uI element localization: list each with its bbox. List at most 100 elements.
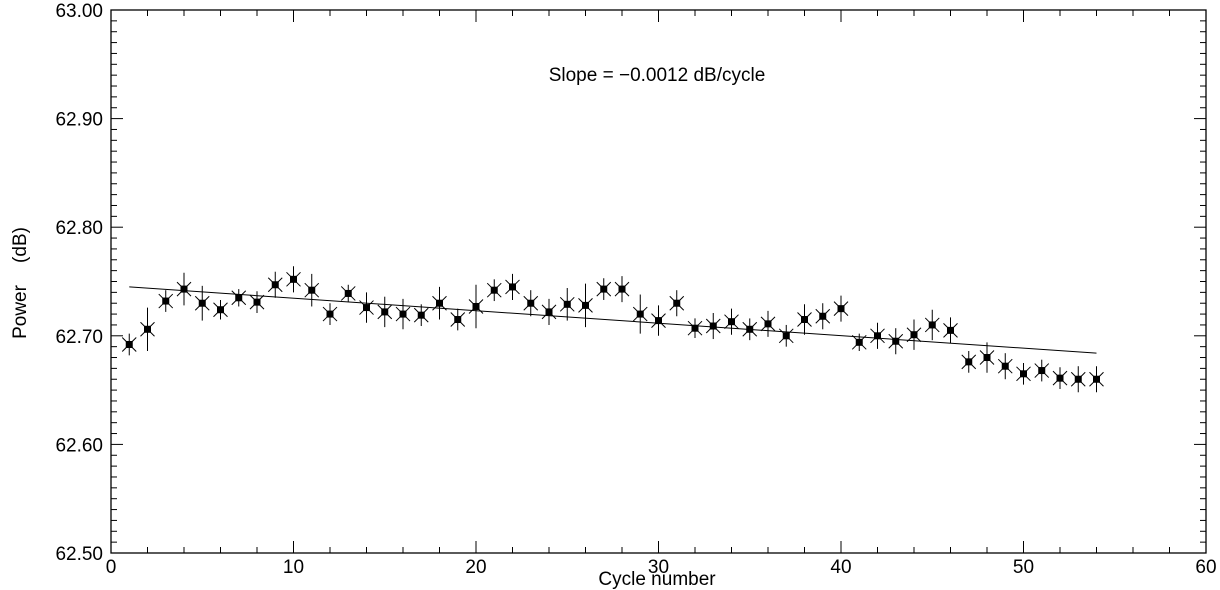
marker-square bbox=[217, 306, 224, 314]
marker-square bbox=[618, 285, 626, 293]
data-point bbox=[523, 290, 539, 317]
x-tick-label: 10 bbox=[283, 557, 304, 578]
data-point bbox=[395, 298, 411, 330]
data-point bbox=[888, 328, 904, 355]
y-tick-label: 62.90 bbox=[55, 110, 103, 131]
data-point bbox=[906, 319, 922, 350]
marker-square bbox=[527, 299, 535, 307]
data-point bbox=[943, 317, 958, 344]
data-point bbox=[760, 310, 776, 337]
data-point bbox=[614, 276, 630, 303]
data-point bbox=[140, 307, 155, 352]
marker-square bbox=[636, 310, 644, 318]
data-point bbox=[1089, 366, 1104, 393]
data-point bbox=[432, 286, 447, 320]
data-point bbox=[742, 318, 758, 341]
data-point bbox=[979, 342, 995, 373]
marker-square bbox=[290, 275, 297, 283]
marker-square bbox=[892, 337, 900, 345]
marker-square bbox=[1038, 367, 1046, 375]
data-point bbox=[559, 288, 575, 321]
marker-square bbox=[1093, 375, 1100, 383]
marker-square bbox=[1020, 370, 1027, 378]
data-point bbox=[541, 298, 557, 325]
data-point bbox=[249, 291, 265, 313]
marker-square bbox=[563, 300, 571, 308]
x-tick-label: 30 bbox=[648, 557, 669, 578]
y-tick-label: 62.60 bbox=[55, 435, 103, 456]
marker-square bbox=[235, 294, 243, 302]
marker-square bbox=[782, 332, 790, 340]
plot-frame bbox=[110, 9, 1207, 554]
marker-square bbox=[910, 331, 918, 339]
marker-square bbox=[837, 305, 845, 313]
data-point bbox=[158, 290, 174, 312]
marker-square bbox=[983, 354, 991, 362]
data-point bbox=[377, 296, 393, 328]
y-axis-label: Power bbox=[10, 284, 31, 339]
marker-square bbox=[600, 285, 608, 293]
data-point bbox=[322, 303, 338, 325]
marker-square bbox=[509, 283, 516, 291]
marker-square bbox=[381, 308, 389, 316]
data-point bbox=[267, 271, 283, 298]
marker-square bbox=[965, 358, 973, 366]
data-point bbox=[1034, 359, 1050, 382]
data-point bbox=[121, 333, 137, 356]
data-point bbox=[724, 308, 739, 335]
data-point bbox=[176, 272, 192, 306]
data-point bbox=[961, 351, 977, 373]
marker-square bbox=[655, 317, 662, 325]
data-points bbox=[121, 266, 1104, 393]
marker-square bbox=[180, 285, 188, 293]
x-tick-label: 60 bbox=[1195, 557, 1216, 578]
data-point bbox=[340, 284, 356, 303]
marker-square bbox=[198, 299, 206, 307]
y-tick-label: 62.70 bbox=[55, 327, 103, 348]
slope-annotation: Slope = −0.0012 dB/cycle bbox=[549, 65, 766, 86]
data-point bbox=[797, 304, 812, 335]
data-point bbox=[596, 278, 612, 300]
fit-line bbox=[129, 286, 1097, 354]
data-point bbox=[468, 284, 484, 329]
marker-square bbox=[253, 298, 261, 306]
marker-square bbox=[855, 338, 863, 346]
marker-square bbox=[125, 340, 133, 348]
marker-square bbox=[271, 281, 279, 289]
data-point bbox=[778, 324, 794, 347]
data-point bbox=[924, 309, 940, 341]
marker-square bbox=[363, 304, 370, 312]
marker-square bbox=[326, 310, 334, 318]
marker-square bbox=[709, 322, 717, 330]
data-point bbox=[231, 289, 247, 307]
x-tick-label: 50 bbox=[1013, 557, 1034, 578]
marker-square bbox=[144, 325, 151, 333]
data-point bbox=[578, 283, 593, 328]
data-point bbox=[194, 285, 210, 321]
axis-ticks bbox=[110, 9, 1207, 554]
tick-labels: 0 10 20 30 40 50 60 62.50 62.60 62.70 62.80 62.90 63… bbox=[55, 1, 1216, 578]
y-tick-label: 63.00 bbox=[55, 1, 103, 22]
marker-square bbox=[417, 311, 425, 319]
data-point bbox=[997, 353, 1013, 380]
marker-square bbox=[1056, 374, 1064, 382]
x-axis-label: Cycle number bbox=[598, 569, 716, 590]
marker-square bbox=[673, 299, 681, 307]
data-point bbox=[870, 322, 885, 349]
marker-square bbox=[472, 302, 480, 310]
marker-square bbox=[764, 320, 772, 328]
data-point bbox=[833, 295, 849, 322]
marker-square bbox=[746, 325, 754, 333]
marker-square bbox=[436, 299, 443, 307]
data-point bbox=[359, 292, 374, 323]
data-point bbox=[413, 304, 429, 327]
fit-line-layer bbox=[129, 286, 1097, 354]
data-point bbox=[1052, 367, 1068, 390]
marker-square bbox=[874, 332, 881, 340]
marker-square bbox=[344, 289, 352, 297]
data-point bbox=[651, 305, 666, 336]
marker-square bbox=[162, 297, 170, 305]
marker-square bbox=[928, 321, 936, 329]
x-tick-label: 40 bbox=[830, 557, 851, 578]
marker-square bbox=[801, 316, 808, 324]
